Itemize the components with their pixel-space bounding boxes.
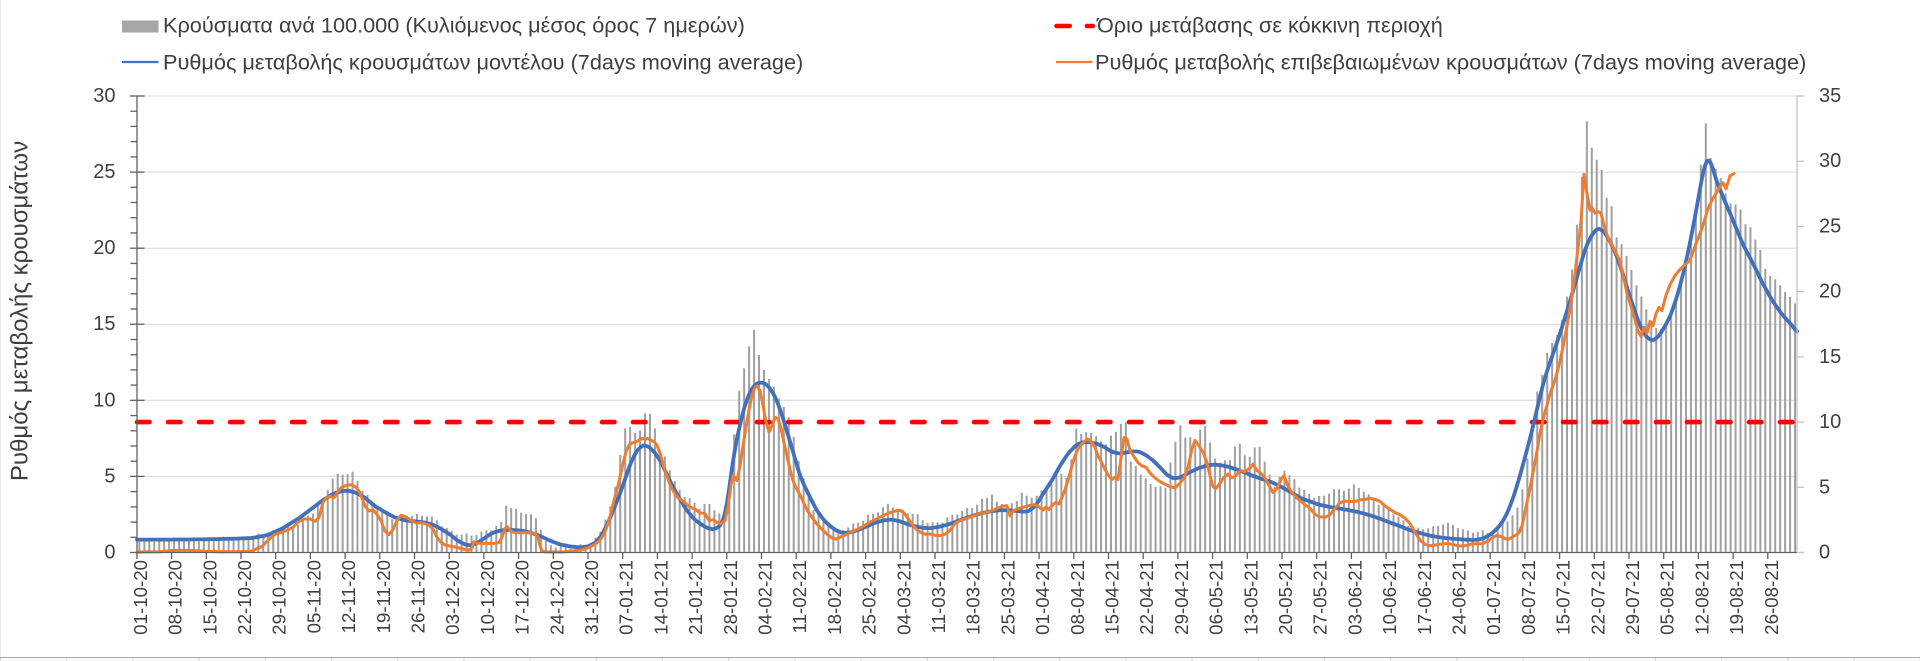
svg-text:08-10-20: 08-10-20 [165,560,186,635]
svg-text:14-01-21: 14-01-21 [650,560,671,635]
svg-text:05-08-21: 05-08-21 [1657,560,1678,635]
svg-text:07-01-21: 07-01-21 [616,560,637,635]
svg-text:29-10-20: 29-10-20 [269,560,290,635]
svg-text:24-12-20: 24-12-20 [546,560,567,635]
svg-text:Ρυθμός μεταβολής κρουσμάτων: Ρυθμός μεταβολής κρουσμάτων [7,141,34,481]
svg-text:05-11-20: 05-11-20 [303,560,324,633]
svg-text:0: 0 [104,542,115,564]
svg-text:27-05-21: 27-05-21 [1310,560,1331,635]
svg-text:15-10-20: 15-10-20 [199,560,220,635]
svg-text:0: 0 [1819,542,1830,564]
svg-text:5: 5 [104,465,115,487]
svg-text:Όριο μετάβασης σε κόκκινη περι: Όριο μετάβασης σε κόκκινη περιοχή [1096,13,1443,38]
svg-text:19-08-21: 19-08-21 [1726,560,1747,635]
svg-text:26-08-21: 26-08-21 [1761,560,1782,635]
svg-text:12-11-20: 12-11-20 [338,560,359,633]
svg-text:20: 20 [1819,281,1841,303]
svg-text:18-03-21: 18-03-21 [963,560,984,635]
svg-text:17-06-21: 17-06-21 [1414,560,1435,635]
svg-text:19-11-20: 19-11-20 [373,560,394,633]
svg-text:08-04-21: 08-04-21 [1067,560,1088,635]
svg-text:12-08-21: 12-08-21 [1691,560,1712,635]
svg-text:5: 5 [1819,476,1830,498]
svg-text:10: 10 [1819,411,1841,433]
svg-text:22-10-20: 22-10-20 [234,560,255,635]
svg-text:30: 30 [1819,150,1841,172]
svg-text:20-05-21: 20-05-21 [1275,560,1296,635]
svg-text:08-07-21: 08-07-21 [1518,560,1539,635]
svg-text:04-02-21: 04-02-21 [755,560,776,635]
svg-text:03-12-20: 03-12-20 [442,560,463,635]
svg-text:25-03-21: 25-03-21 [997,560,1018,635]
svg-text:Κρούσματα ανά 100.000 (Κυλιόμε: Κρούσματα ανά 100.000 (Κυλιόμενος μέσος … [163,13,745,38]
svg-text:18-02-21: 18-02-21 [824,560,845,635]
svg-text:20: 20 [93,237,115,259]
svg-text:13-05-21: 13-05-21 [1240,560,1261,635]
svg-text:15: 15 [93,313,115,335]
svg-text:Ρυθμός μεταβολής επιβεβαιωμένω: Ρυθμός μεταβολής επιβεβαιωμένων κρουσμάτ… [1095,50,1806,75]
svg-text:10: 10 [93,389,115,411]
svg-text:29-04-21: 29-04-21 [1171,560,1192,635]
svg-text:30: 30 [93,85,115,107]
svg-text:Ρυθμός μεταβολής κρουσμάτων μο: Ρυθμός μεταβολής κρουσμάτων μοντέλου (7d… [163,50,803,75]
svg-text:15: 15 [1819,346,1841,368]
svg-text:17-12-20: 17-12-20 [512,560,533,635]
svg-text:22-07-21: 22-07-21 [1587,560,1608,635]
svg-text:29-07-21: 29-07-21 [1622,560,1643,635]
svg-text:24-06-21: 24-06-21 [1449,560,1470,635]
svg-text:25: 25 [1819,215,1841,237]
svg-text:01-04-21: 01-04-21 [1032,560,1053,635]
svg-text:25-02-21: 25-02-21 [859,560,880,635]
svg-text:10-06-21: 10-06-21 [1379,560,1400,635]
svg-text:06-05-21: 06-05-21 [1206,560,1227,635]
svg-text:21-01-21: 21-01-21 [685,560,706,635]
svg-text:11-03-21: 11-03-21 [928,560,949,633]
svg-text:01-10-20: 01-10-20 [130,560,151,635]
svg-text:03-06-21: 03-06-21 [1344,560,1365,635]
svg-text:35: 35 [1819,85,1841,107]
svg-text:11-02-21: 11-02-21 [789,560,810,633]
svg-text:10-12-20: 10-12-20 [477,560,498,635]
svg-text:25: 25 [93,161,115,183]
svg-text:28-01-21: 28-01-21 [720,560,741,635]
svg-text:04-03-21: 04-03-21 [893,560,914,635]
svg-text:26-11-20: 26-11-20 [408,560,429,633]
svg-text:15-04-21: 15-04-21 [1102,560,1123,635]
svg-text:22-04-21: 22-04-21 [1136,560,1157,635]
svg-text:31-12-20: 31-12-20 [581,560,602,635]
svg-text:15-07-21: 15-07-21 [1553,560,1574,635]
svg-text:01-07-21: 01-07-21 [1483,560,1504,635]
